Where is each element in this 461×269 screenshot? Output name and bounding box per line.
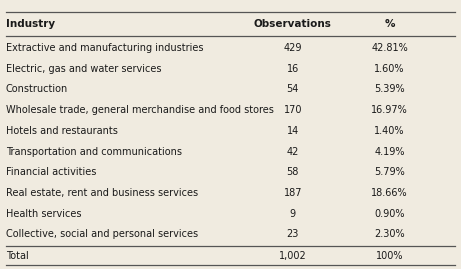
Text: Extractive and manufacturing industries: Extractive and manufacturing industries: [6, 43, 203, 53]
Text: 5.79%: 5.79%: [374, 167, 405, 177]
Text: Construction: Construction: [6, 84, 68, 94]
Text: Observations: Observations: [254, 19, 331, 29]
Text: 187: 187: [284, 188, 302, 198]
Text: 58: 58: [287, 167, 299, 177]
Text: Total: Total: [6, 250, 28, 261]
Text: 429: 429: [284, 43, 302, 53]
Text: 23: 23: [287, 229, 299, 239]
Text: %: %: [384, 19, 395, 29]
Text: Real estate, rent and business services: Real estate, rent and business services: [6, 188, 198, 198]
Text: 2.30%: 2.30%: [374, 229, 405, 239]
Text: 1,002: 1,002: [279, 250, 307, 261]
Text: 5.39%: 5.39%: [374, 84, 405, 94]
Text: 42.81%: 42.81%: [371, 43, 408, 53]
Text: 1.60%: 1.60%: [374, 64, 405, 74]
Text: 0.90%: 0.90%: [374, 209, 405, 219]
Text: 16.97%: 16.97%: [371, 105, 408, 115]
Text: Electric, gas and water services: Electric, gas and water services: [6, 64, 161, 74]
Text: Wholesale trade, general merchandise and food stores: Wholesale trade, general merchandise and…: [6, 105, 273, 115]
Text: Hotels and restaurants: Hotels and restaurants: [6, 126, 118, 136]
Text: 14: 14: [287, 126, 299, 136]
Text: 42: 42: [287, 147, 299, 157]
Text: Health services: Health services: [6, 209, 81, 219]
Text: 18.66%: 18.66%: [371, 188, 408, 198]
Text: 100%: 100%: [376, 250, 403, 261]
Text: Financial activities: Financial activities: [6, 167, 96, 177]
Text: 54: 54: [287, 84, 299, 94]
Text: 9: 9: [290, 209, 296, 219]
Text: Industry: Industry: [6, 19, 55, 29]
Text: 16: 16: [287, 64, 299, 74]
Text: 1.40%: 1.40%: [374, 126, 405, 136]
Text: Transportation and communications: Transportation and communications: [6, 147, 182, 157]
Text: 4.19%: 4.19%: [374, 147, 405, 157]
Text: 170: 170: [284, 105, 302, 115]
Text: Collective, social and personal services: Collective, social and personal services: [6, 229, 198, 239]
